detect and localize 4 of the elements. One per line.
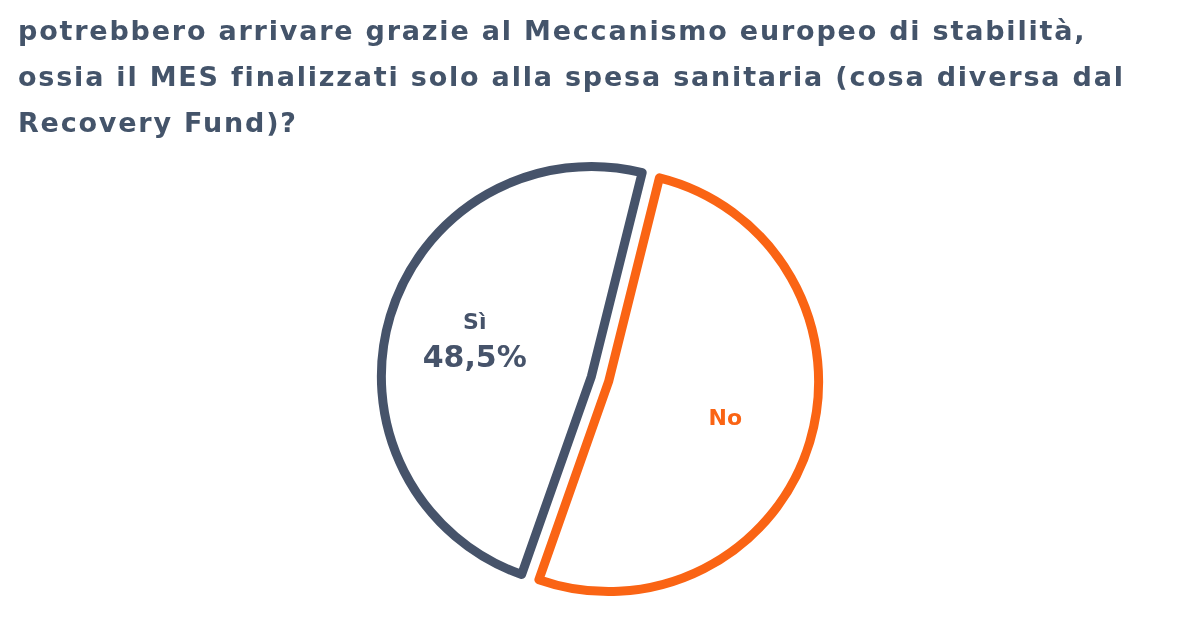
slice-label: No <box>708 404 743 430</box>
slice-label: Sì <box>463 309 487 335</box>
chart-title: potrebbero arrivare grazie al Meccanismo europeo di stabilità, ossia il MES finalizzati solo alla spesa sanitaria (cosa diversa dal Recovery Fund)? <box>18 15 1125 138</box>
data-label: 48,5% <box>422 339 527 375</box>
